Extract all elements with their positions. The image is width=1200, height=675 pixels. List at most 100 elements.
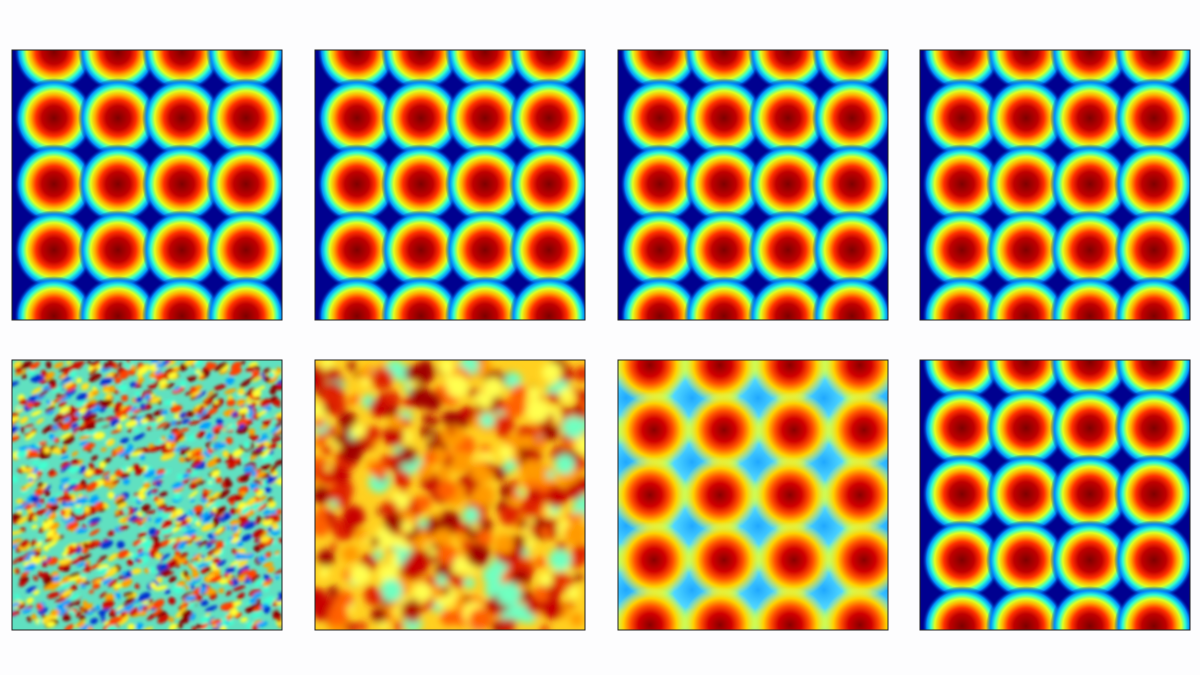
noise-speck (45, 360, 52, 369)
noise-speck (143, 477, 149, 483)
noise-speck (228, 453, 234, 460)
noise-speck (73, 506, 83, 515)
noise-speck (251, 470, 257, 477)
noise-speck (266, 474, 278, 485)
noise-blotch (446, 375, 470, 399)
noise-blotch (383, 533, 398, 549)
noise-speck (41, 614, 46, 619)
noise-blotch (438, 360, 455, 375)
noise-speck (97, 608, 110, 615)
noise-blotch (484, 602, 493, 611)
noise-speck (100, 447, 107, 452)
noise-speck (17, 603, 26, 610)
noise-speck (189, 482, 198, 490)
noise-speck (174, 420, 183, 425)
noise-speck (189, 577, 202, 586)
noise-speck (89, 528, 101, 536)
noise-speck (102, 362, 110, 370)
noise-speck (195, 369, 201, 374)
noise-speck (168, 596, 176, 605)
noise-blotch (351, 423, 367, 439)
noise-speck (255, 598, 261, 604)
noise-speck (227, 579, 233, 586)
noise-speck (19, 553, 29, 562)
noise-speck (22, 561, 31, 567)
noise-blotch (320, 385, 345, 410)
noise-speck (43, 446, 51, 454)
noise-speck (31, 386, 43, 395)
noise-speck (115, 411, 123, 419)
heatmap-blob (14, 210, 94, 290)
noise-speck (82, 542, 89, 549)
noise-speck (153, 496, 159, 502)
heatmap-blob (684, 144, 764, 224)
noise-blotch (498, 444, 514, 460)
heatmap-panel (618, 360, 888, 630)
noise-blotch (331, 465, 351, 485)
noise-speck (12, 425, 18, 435)
noise-blotch (338, 411, 358, 431)
noise-blotch (479, 412, 495, 428)
noise-speck (115, 510, 120, 515)
noise-speck (245, 366, 255, 373)
noise-speck (150, 582, 157, 590)
noise-blotch (429, 417, 439, 427)
noise-speck (244, 465, 254, 472)
noise-speck (256, 621, 268, 628)
noise-speck (263, 440, 270, 448)
noise-blotch (338, 377, 345, 384)
noise-speck (121, 394, 129, 402)
noise-speck (155, 552, 162, 560)
noise-speck (49, 383, 58, 390)
noise-blotch (561, 581, 569, 588)
heatmap-blob (986, 520, 1066, 600)
noise-speck (44, 371, 55, 380)
noise-speck (139, 487, 148, 493)
noise-speck (162, 527, 174, 535)
noise-blotch (533, 586, 549, 603)
noise-speck (209, 435, 218, 441)
noise-speck (124, 453, 130, 460)
noise-speck (196, 562, 209, 569)
noise-speck (156, 415, 165, 423)
noise-blotch (341, 545, 359, 563)
heatmap-blob (922, 520, 1002, 600)
noise-speck (263, 368, 271, 375)
noise-speck (134, 583, 140, 590)
heatmap-blob (922, 144, 1002, 224)
noise-speck (28, 368, 36, 377)
noise-speck (225, 566, 236, 575)
noise-speck (276, 508, 282, 515)
noise-blotch (545, 486, 568, 508)
noise-speck (220, 364, 230, 372)
heatmap-blob (756, 392, 832, 468)
noise-speck (273, 540, 279, 545)
noise-speck (19, 416, 29, 425)
noise-speck (242, 457, 248, 462)
noise-speck (60, 463, 73, 473)
heatmap-blob (748, 210, 828, 290)
noise-speck (37, 461, 49, 470)
noise-speck (160, 409, 168, 416)
noise-speck (164, 589, 171, 594)
heatmap-blob (1050, 210, 1130, 290)
noise-blotch (323, 404, 332, 413)
noise-blotch (434, 528, 453, 546)
noise-speck (256, 443, 266, 450)
noise-speck (64, 377, 73, 385)
noise-speck (199, 586, 207, 594)
noise-speck (87, 360, 92, 365)
noise-blotch (546, 470, 556, 479)
noise-speck (186, 539, 193, 544)
noise-speck (146, 425, 152, 431)
noise-speck (143, 626, 154, 630)
noise-speck (201, 413, 211, 420)
heatmap-blob (682, 457, 758, 533)
noise-speck (26, 597, 34, 604)
noise-blotch (570, 562, 579, 571)
noise-speck (86, 609, 95, 616)
heatmap-blob (618, 587, 688, 630)
heatmap-blob (317, 144, 397, 224)
noise-speck (173, 430, 180, 437)
noise-blotch (472, 484, 495, 507)
